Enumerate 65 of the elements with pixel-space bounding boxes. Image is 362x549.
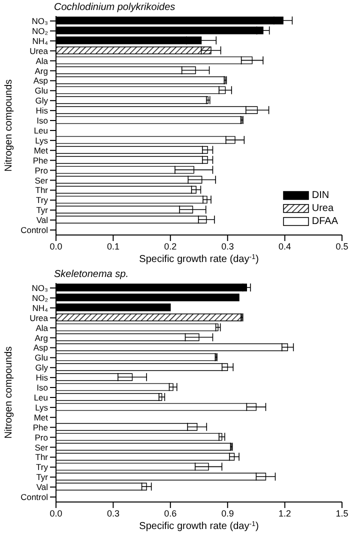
y-tick-label: Glu bbox=[34, 86, 48, 96]
y-tick-label: Asp bbox=[33, 342, 48, 353]
y-tick-label: Val bbox=[36, 482, 48, 492]
y-tick-label: Glu bbox=[34, 352, 48, 363]
x-tick-label: 0.3 bbox=[221, 241, 234, 252]
y-tick-label: Tyr bbox=[36, 205, 48, 216]
legend-label: DIN bbox=[312, 190, 330, 201]
x-tick-label: 0.6 bbox=[164, 508, 177, 518]
y-tick-label: Met bbox=[34, 412, 49, 422]
y-tick-label: NH₄ bbox=[32, 36, 49, 46]
y-tick-label: NO₂ bbox=[32, 292, 48, 303]
y-axis-title: Nitrogen compounds bbox=[4, 346, 15, 439]
x-tick-label: 0.9 bbox=[221, 508, 234, 518]
y-tick-label: Leu bbox=[34, 392, 48, 402]
chart-title: Cochlodinium polykrikoides bbox=[53, 2, 176, 15]
y-tick-label: NO₃ bbox=[32, 282, 48, 293]
y-tick-label: His bbox=[36, 372, 48, 383]
chart-title: Skeletonema sp. bbox=[53, 269, 130, 282]
y-tick-label: Iso bbox=[36, 116, 48, 126]
x-tick-label: 0.4 bbox=[278, 241, 292, 252]
y-tick-label: Iso bbox=[36, 382, 48, 393]
legend-label: Urea bbox=[312, 203, 334, 214]
x-axis-title: Specific growth rate (day$^{-1}$) bbox=[139, 254, 259, 265]
y-axis-title: Nitrogen compounds bbox=[4, 79, 15, 172]
y-tick-label: Phe bbox=[32, 422, 48, 432]
y-tick-label: Urea bbox=[30, 46, 48, 56]
y-tick-label: Lys bbox=[35, 135, 48, 146]
y-tick-label: Gly bbox=[35, 362, 49, 373]
x-tick-label: 0.5 bbox=[336, 241, 348, 252]
y-tick-label: Tyr bbox=[36, 472, 48, 482]
x-tick-label: 0.0 bbox=[50, 241, 62, 252]
y-tick-label: Val bbox=[36, 215, 48, 226]
y-tick-label: Lys bbox=[35, 402, 48, 412]
y-tick-label: NO₃ bbox=[32, 16, 48, 26]
y-tick-label: NO₂ bbox=[32, 26, 48, 36]
y-tick-label: Pro bbox=[34, 165, 48, 176]
y-tick-label: Thr bbox=[35, 185, 48, 196]
y-tick-label: His bbox=[36, 106, 48, 116]
y-tick-label: Ser bbox=[34, 175, 48, 186]
y-tick-label: Urea bbox=[30, 312, 48, 323]
y-tick-label: Met bbox=[34, 145, 49, 156]
y-tick-label: Try bbox=[36, 462, 49, 472]
x-tick-label: 0.2 bbox=[164, 241, 177, 252]
y-tick-label: Leu bbox=[34, 125, 48, 136]
x-tick-label: 0.3 bbox=[106, 508, 120, 518]
x-tick-label: 0.0 bbox=[50, 508, 62, 518]
y-tick-label: Control bbox=[20, 492, 48, 502]
y-tick-label: Arg bbox=[34, 66, 48, 76]
y-tick-label: Phe bbox=[32, 155, 48, 166]
y-tick-label: Try bbox=[36, 195, 49, 206]
x-axis-title: Specific growth rate (day$^{-1}$) bbox=[139, 520, 259, 532]
y-tick-label: NH₄ bbox=[32, 302, 49, 313]
y-tick-label: Gly bbox=[35, 96, 49, 106]
legend-label: DFAA bbox=[312, 216, 338, 227]
y-tick-label: Ser bbox=[34, 442, 48, 452]
y-tick-label: Ala bbox=[36, 322, 48, 333]
y-tick-label: Arg bbox=[34, 332, 48, 343]
y-tick-label: Asp bbox=[33, 76, 48, 86]
x-tick-label: 1.2 bbox=[278, 508, 292, 518]
x-tick-label: 0.1 bbox=[106, 241, 120, 252]
y-tick-label: Control bbox=[20, 225, 48, 236]
y-tick-label: Pro bbox=[34, 432, 48, 442]
x-tick-label: 1.5 bbox=[336, 508, 348, 518]
y-tick-label: Thr bbox=[35, 452, 48, 462]
y-tick-label: Ala bbox=[36, 56, 48, 66]
